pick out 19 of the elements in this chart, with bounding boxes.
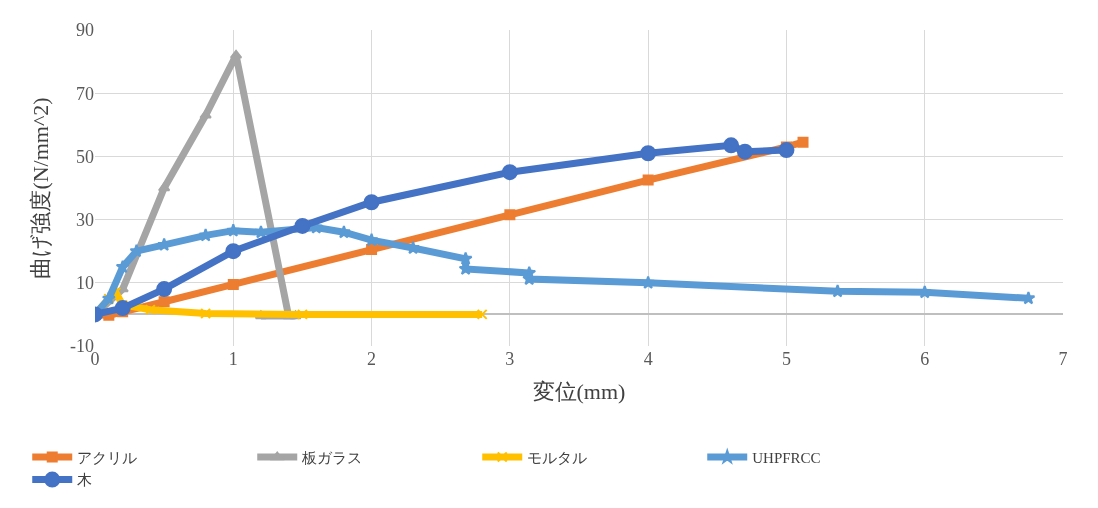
y-tick-label: 10 bbox=[76, 273, 94, 294]
y-tick-label: 90 bbox=[76, 20, 94, 41]
legend-label: 板ガラス bbox=[301, 449, 363, 466]
y-axis-title: 曲げ強度(N/mm^2) bbox=[27, 97, 53, 279]
x-tick-label: 6 bbox=[920, 349, 930, 369]
x-tick-label: 5 bbox=[781, 349, 791, 369]
y-tick-label: 70 bbox=[76, 83, 94, 104]
legend-label: アクリル bbox=[77, 449, 138, 466]
x-tick-label: 4 bbox=[643, 349, 653, 369]
x-axis-title: 変位(mm) bbox=[532, 378, 626, 404]
x-tick-label: 3 bbox=[505, 349, 515, 369]
legend-label: UHPFRCC bbox=[752, 449, 821, 466]
x-tick-label: 7 bbox=[1058, 349, 1068, 369]
x-tick-label: 1 bbox=[228, 349, 238, 369]
y-tick-label: 30 bbox=[76, 209, 94, 230]
legend-label: 木 bbox=[77, 472, 93, 489]
legend-label: モルタル bbox=[527, 449, 588, 466]
x-tick-label: 2 bbox=[367, 349, 377, 369]
y-tick-label: 50 bbox=[76, 146, 94, 167]
